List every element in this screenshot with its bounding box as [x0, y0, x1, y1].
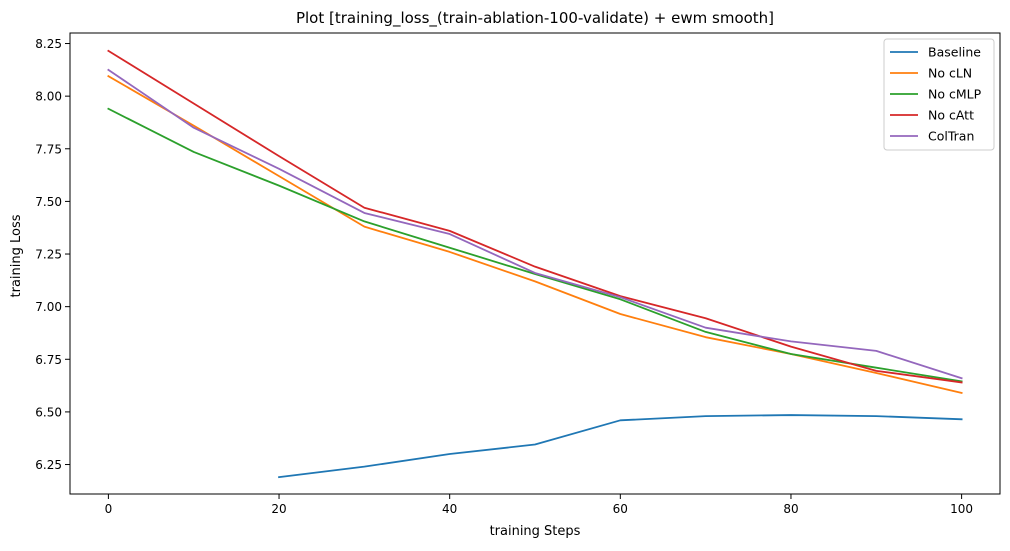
y-tick-label: 8.25	[35, 37, 62, 51]
y-tick-label: 7.50	[35, 195, 62, 209]
chart-title: Plot [training_loss_(train-ablation-100-…	[296, 9, 774, 28]
legend-label: Baseline	[928, 45, 981, 60]
y-tick-label: 6.75	[35, 353, 62, 367]
x-tick-label: 0	[105, 502, 113, 516]
series-layer	[107, 49, 963, 479]
series-line-no-cmlp	[107, 107, 963, 383]
x-tick-label: 80	[783, 502, 798, 516]
series-line-coltran	[107, 68, 963, 380]
y-tick-label: 8.00	[35, 90, 62, 104]
series-line-baseline	[278, 414, 963, 479]
y-axis-label: training Loss	[9, 214, 24, 297]
legend-box	[883, 38, 995, 151]
axes-layer: 0 20 40 60 80 100 6.25 6.50 6.75 7.00 7.25 7.50 7.75…	[35, 32, 1001, 516]
legend-label: ColTran	[928, 129, 974, 144]
legend: Baseline No cLN No cMLP No cAtt ColTran	[883, 38, 995, 151]
series-line-no-cln	[107, 74, 963, 395]
legend-label: No cAtt	[928, 108, 974, 123]
x-tick-label: 40	[442, 502, 457, 516]
x-axis-label: training Steps	[490, 524, 581, 539]
plot-frame	[69, 32, 1001, 495]
legend-label: No cLN	[928, 66, 972, 81]
y-tick-label: 7.25	[35, 248, 62, 262]
y-tick-label: 7.00	[35, 300, 62, 314]
y-tick-label: 6.25	[35, 458, 62, 472]
x-tick-label: 20	[271, 502, 286, 516]
legend-label: No cMLP	[928, 87, 982, 102]
y-tick-label: 7.75	[35, 142, 62, 156]
x-tick-label: 60	[613, 502, 628, 516]
series-line-no-catt	[107, 49, 963, 384]
x-tick-label: 100	[950, 502, 973, 516]
y-tick-label: 6.50	[35, 405, 62, 419]
